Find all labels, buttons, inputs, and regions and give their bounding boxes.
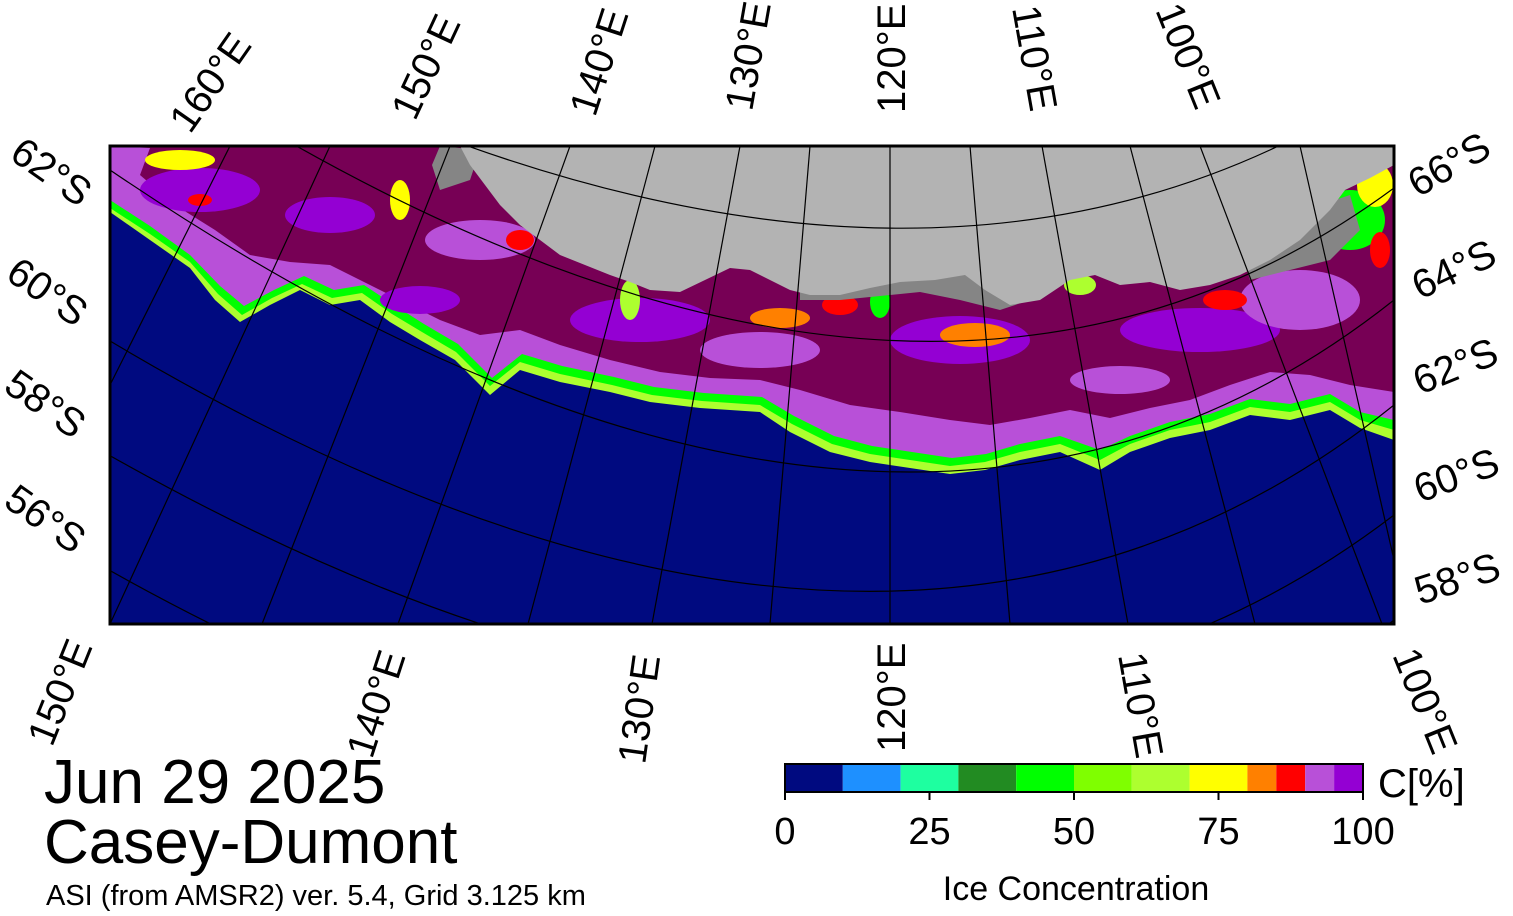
top-lon-label-130: 130°E [718,0,780,114]
colorbar-bin-5 [1074,764,1132,792]
colorbar-bin-0 [785,764,843,792]
colorbar-title: Ice Concentration [943,870,1210,908]
colorbar-tick-label-4: 100 [1331,811,1394,853]
colorbar-tick-label-1: 25 [908,811,950,853]
right-latitude-labels: 66°S 64°S 62°S 60°S 58°S [1401,124,1506,613]
colorbar-tick-label-2: 50 [1053,811,1095,853]
map-date: Jun 29 2025 [44,748,386,817]
top-longitude-labels: 160°E 150°E 140°E 130°E 120°E 110°E 100°… [161,0,1228,140]
top-lon-label-100: 100°E [1147,0,1229,115]
top-lon-label-160: 160°E [161,25,260,140]
left-lat-label-60: 60°S [0,249,95,335]
data-source-note: ASI (from AMSR2) ver. 5.4, Grid 3.125 km [46,880,586,912]
longitude-lines [110,146,1394,624]
bottom-lon-label-100: 100°E [1384,642,1466,760]
colorbar-bin-8 [1247,764,1277,792]
bottom-lon-label-110: 110°E [1109,649,1171,761]
colorbar-bin-2 [900,764,959,792]
bottom-lon-label-150: 150°E [20,633,102,751]
colorbar: 0 25 50 75 100 C[%] Ice Concentration [774,762,1464,908]
top-lon-label-140: 140°E [562,3,638,121]
top-lon-label-150: 150°E [383,8,469,126]
map-region-title: Casey-Dumont [44,808,458,877]
left-latitude-labels: 62°S 60°S 58°S 56°S [0,129,99,562]
right-lat-label-62: 62°S [1407,330,1504,403]
bottom-lon-label-130: 130°E [610,652,669,766]
bottom-lon-label-120: 120°E [870,643,914,752]
antarctic-landmass [460,146,1394,305]
colorbar-bin-1 [842,764,901,792]
colorbar-tick-label-3: 75 [1197,811,1239,853]
top-lon-label-110: 110°E [1003,2,1065,114]
colorbar-unit: C[%] [1378,762,1465,806]
right-lat-label-60: 60°S [1408,440,1505,511]
map-panel [110,146,1394,624]
colorbar-bin-10 [1305,764,1335,792]
colorbar-bins [785,764,1363,792]
bottom-lon-label-140: 140°E [339,645,415,763]
map-frame [108,144,1396,626]
colorbar-bin-6 [1131,764,1190,792]
colorbar-tick-label-0: 0 [774,811,795,853]
latitude-lines [110,146,1394,624]
colorbar-bin-3 [958,764,1017,792]
left-lat-label-56: 56°S [0,476,93,562]
colorbar-bin-11 [1334,764,1363,792]
right-lat-label-66: 66°S [1401,124,1498,206]
left-lat-label-58: 58°S [0,361,93,447]
colorbar-bin-4 [1016,764,1074,792]
colorbar-bin-9 [1276,764,1306,792]
colorbar-bin-7 [1189,764,1248,792]
left-lat-label-62: 62°S [3,129,100,215]
bottom-longitude-labels: 150°E 140°E 130°E 120°E 110°E 100°E [20,633,1466,766]
top-lon-label-120: 120°E [870,4,914,113]
colorbar-ticks: 0 25 50 75 100 [774,792,1395,853]
right-lat-label-58: 58°S [1409,545,1506,614]
right-lat-label-64: 64°S [1405,231,1503,308]
